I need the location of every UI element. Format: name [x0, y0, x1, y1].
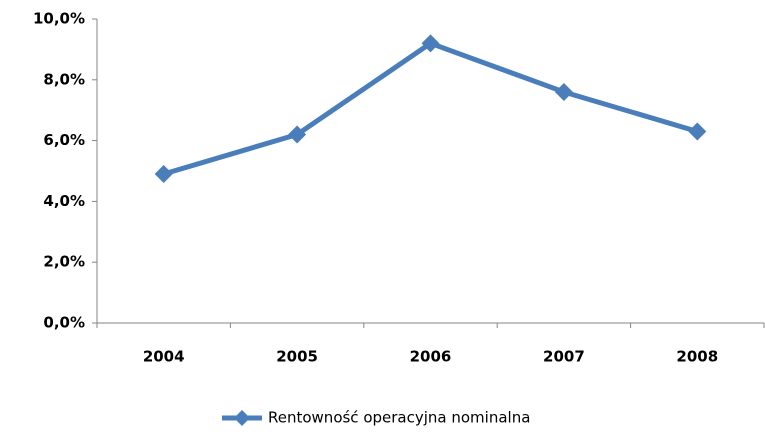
- y-tick-label: 10,0%: [33, 10, 85, 28]
- y-tick-label: 4,0%: [43, 192, 85, 210]
- marker: [554, 82, 573, 101]
- y-tick-label: 0,0%: [43, 314, 85, 332]
- x-tick-label: 2008: [676, 348, 718, 366]
- legend-marker: [234, 410, 250, 426]
- marker: [688, 122, 707, 141]
- x-tick-label: 2005: [276, 348, 318, 366]
- x-tick-label: 2004: [143, 348, 185, 366]
- line: [162, 40, 699, 177]
- x-tick-label: 2007: [543, 348, 585, 366]
- y-tick-label: 2,0%: [43, 253, 85, 271]
- y-tick-label: 8,0%: [43, 70, 85, 88]
- marker: [421, 34, 440, 53]
- legend-label: Rentowność operacyjna nominalna: [268, 409, 530, 427]
- x-tick-label: 2006: [410, 348, 452, 366]
- y-tick-label: 6,0%: [43, 131, 85, 149]
- marker: [154, 165, 173, 184]
- marker: [288, 125, 307, 144]
